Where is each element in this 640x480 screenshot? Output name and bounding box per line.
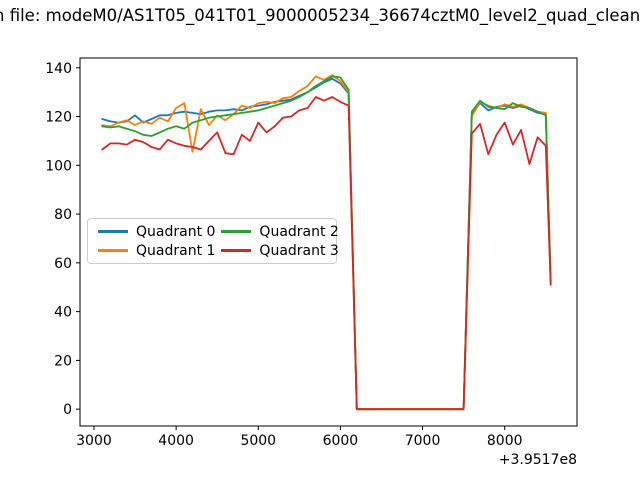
legend-entry: Quadrant 1 <box>92 243 215 259</box>
y-tick-label: 120 <box>45 110 72 126</box>
legend-entry: Quadrant 3 <box>215 242 339 259</box>
legend-swatch <box>221 230 252 233</box>
x-tick-label: 7000 <box>405 433 441 449</box>
x-tick-label: 4000 <box>158 433 194 449</box>
x-tick-label: 6000 <box>323 433 359 449</box>
legend-entry: Quadrant 0 <box>92 224 215 240</box>
y-tick-label: 100 <box>45 158 72 174</box>
legend-swatch <box>98 230 128 233</box>
legend-label: Quadrant 0 <box>136 223 216 240</box>
y-tick-label: 40 <box>54 305 72 321</box>
x-tick-label: 5000 <box>240 433 276 449</box>
chart-title: n file: modeM0/AS1T05_041T01_9000005234_… <box>0 6 640 25</box>
legend-swatch <box>98 249 128 252</box>
y-tick-label: 140 <box>45 61 72 77</box>
legend-entry: Quadrant 2 <box>215 223 339 240</box>
y-tick-label: 0 <box>63 402 72 418</box>
series-line-quadrant-2 <box>101 75 552 411</box>
x-axis-offset-label: +3.9517e8 <box>499 452 577 468</box>
legend-label: Quadrant 1 <box>136 242 216 259</box>
y-tick-label: 20 <box>54 353 72 369</box>
legend-label: Quadrant 3 <box>259 242 339 259</box>
legend-swatch <box>221 249 252 252</box>
y-tick-label: 60 <box>54 256 72 272</box>
series-lines <box>101 74 552 411</box>
series-line-quadrant-3 <box>101 96 552 411</box>
y-tick-label: 80 <box>54 207 72 223</box>
x-tick-label: 3000 <box>76 433 112 449</box>
y-axis-ticks: 0 20 40 60 80 100 120 140 <box>45 61 80 418</box>
x-axis-ticks: 3000 4000 5000 6000 7000 8000 <box>76 426 523 449</box>
x-tick-label: 8000 <box>487 433 523 449</box>
series-line-quadrant-1 <box>101 74 552 411</box>
legend-label: Quadrant 2 <box>259 223 339 240</box>
legend: Quadrant 0 Quadrant 1 Quadrant 2 Quadrant 3 <box>87 218 339 264</box>
